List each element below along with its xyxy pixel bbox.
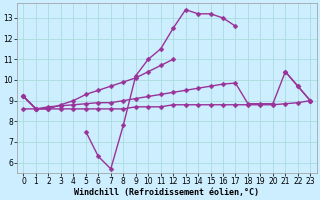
- X-axis label: Windchill (Refroidissement éolien,°C): Windchill (Refroidissement éolien,°C): [74, 188, 260, 197]
